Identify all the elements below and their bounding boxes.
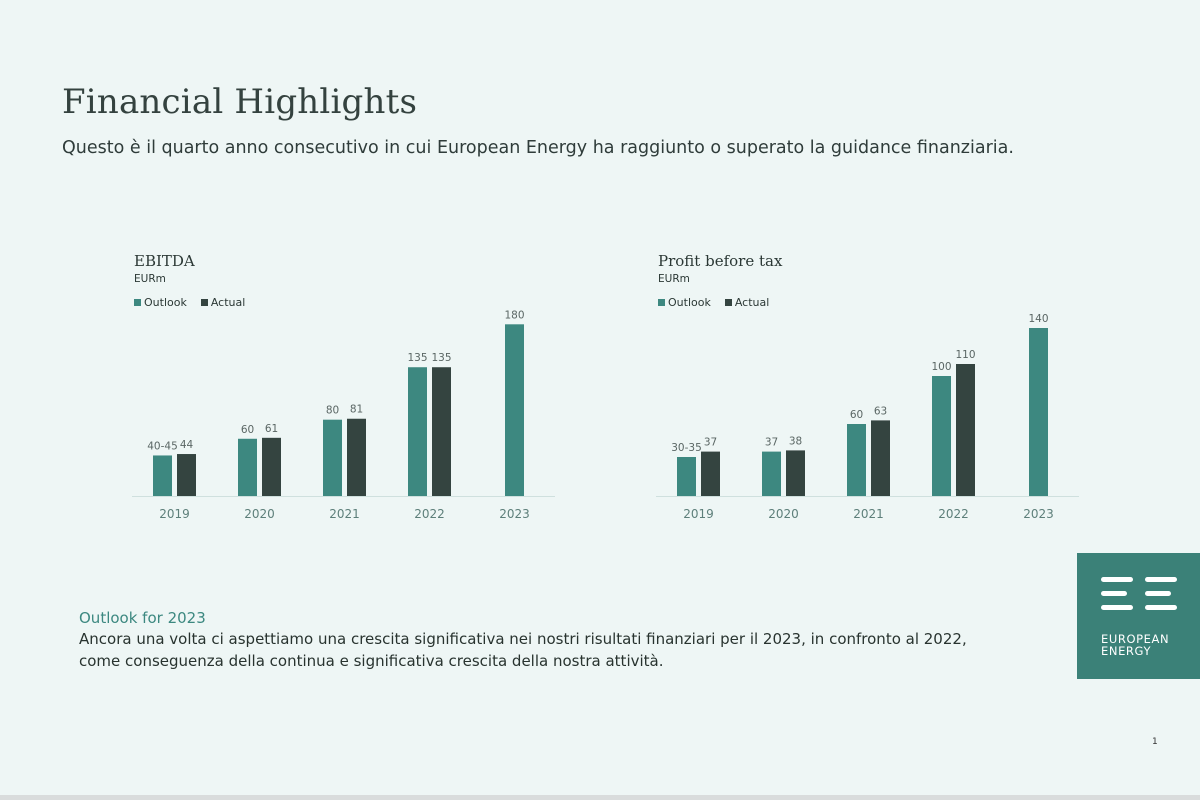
legend-swatch-outlook [134, 299, 141, 306]
chart-legend: Outlook Actual [658, 296, 769, 309]
x-tick-label: 2022 [414, 507, 445, 521]
profit-before-tax-chart: Profit before tax EURm Outlook Actual 30… [654, 250, 1124, 530]
ebitda-plot: 40-45 44 2019 60 61 2020 80 81 2021 135 135 2022 180… [132, 309, 555, 521]
bottom-bar [0, 795, 1200, 800]
x-tick-label: 2023 [1023, 507, 1054, 521]
data-label: 135 [407, 352, 427, 364]
ee-logo-icon [1101, 577, 1177, 610]
x-tick-label: 2019 [159, 507, 190, 521]
bar-actual-2020 [786, 450, 805, 496]
bar-actual-2021 [871, 420, 890, 496]
ebitda-chart: EBITDA EURm Outlook Actual 40-45 44 2019 60… [130, 250, 600, 530]
chart-title: Profit before tax [658, 252, 783, 270]
x-tick-label: 2023 [499, 507, 530, 521]
bar-outlook-2019 [677, 457, 696, 496]
logo-line-1: EUROPEAN [1101, 632, 1170, 646]
legend-label: Actual [734, 296, 770, 309]
outlook-body: Ancora una volta ci aspettiamo una cresc… [79, 630, 967, 670]
bar-outlook-2020 [762, 451, 781, 496]
x-tick-label: 2022 [938, 507, 969, 521]
legend-item-actual: Actual [724, 296, 770, 309]
chart-unit: EURm [134, 273, 166, 285]
chart-legend: Outlook Actual [134, 296, 245, 309]
bar-outlook-2021 [847, 424, 866, 496]
page-subtitle: Questo è il quarto anno consecutivo in c… [62, 138, 1014, 158]
legend-swatch-outlook [658, 299, 665, 306]
data-label: 100 [931, 361, 951, 373]
bar-outlook-2019 [153, 455, 172, 496]
legend-swatch-actual [200, 299, 208, 306]
x-tick-label: 2020 [244, 507, 275, 521]
outlook-heading: Outlook for 2023 [79, 609, 206, 627]
data-label: 81 [350, 404, 363, 416]
bar-outlook-2020 [238, 438, 257, 496]
x-tick-label: 2021 [853, 507, 884, 521]
bar-actual-2019 [177, 454, 196, 496]
x-tick-label: 2020 [768, 507, 799, 521]
data-label: 110 [955, 349, 975, 361]
x-tick-label: 2019 [683, 507, 714, 521]
legend-label: Actual [210, 296, 246, 309]
data-label: 37 [765, 437, 778, 449]
legend-item-outlook: Outlook [658, 296, 711, 309]
data-label: 37 [704, 437, 717, 449]
data-label: 60 [241, 424, 254, 436]
data-label: 38 [789, 435, 802, 447]
page-title: Financial Highlights [62, 82, 418, 122]
european-energy-logo: EUROPEAN ENERGY [1077, 553, 1200, 679]
legend-label: Outlook [144, 296, 187, 309]
page-number: 1 [1152, 737, 1158, 747]
legend-item-actual: Actual [200, 296, 246, 309]
legend-label: Outlook [668, 296, 711, 309]
bar-actual-2020 [262, 437, 281, 496]
data-label: 80 [326, 405, 339, 417]
bar-actual-2022 [956, 364, 975, 496]
bar-outlook-2022 [932, 376, 951, 496]
data-label: 40-45 [147, 440, 178, 452]
logo-line-2: ENERGY [1101, 644, 1152, 658]
legend-swatch-actual [724, 299, 732, 306]
data-label: 140 [1028, 313, 1048, 325]
logo-wordmark: EUROPEAN ENERGY [1101, 633, 1169, 657]
data-label: 180 [504, 309, 524, 321]
data-label: 63 [874, 405, 887, 417]
data-label: 44 [180, 439, 194, 451]
bar-outlook-2023 [505, 324, 524, 496]
data-label: 60 [850, 409, 863, 421]
bar-actual-2021 [347, 418, 366, 496]
x-tick-label: 2021 [329, 507, 360, 521]
legend-item-outlook: Outlook [134, 296, 187, 309]
data-label: 61 [265, 423, 278, 435]
bar-outlook-2023 [1029, 328, 1048, 496]
chart-title: EBITDA [134, 252, 195, 270]
bar-outlook-2022 [408, 367, 427, 496]
bar-actual-2019 [701, 451, 720, 496]
bar-outlook-2021 [323, 419, 342, 496]
data-label: 135 [431, 352, 451, 364]
data-label: 30-35 [671, 442, 702, 454]
chart-unit: EURm [658, 273, 690, 285]
bar-actual-2022 [432, 367, 451, 496]
